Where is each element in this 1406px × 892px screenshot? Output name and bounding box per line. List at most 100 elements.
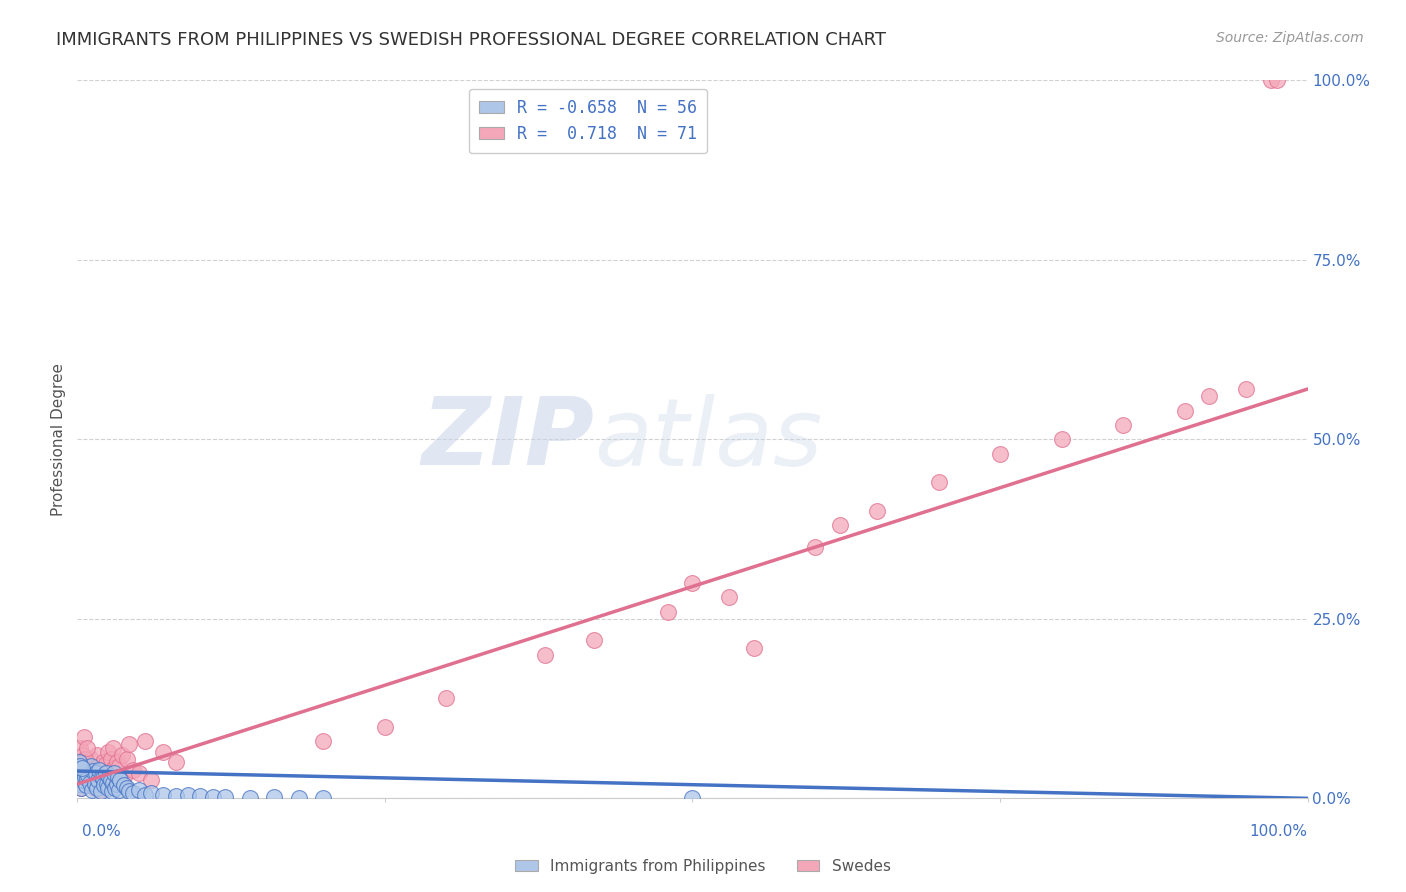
Point — [82, 764, 104, 778]
Point — [72, 748, 94, 763]
Point — [105, 777, 128, 791]
Point — [94, 756, 117, 771]
Point — [83, 780, 105, 795]
Point — [70, 780, 93, 795]
Point — [128, 766, 150, 780]
Point — [67, 773, 90, 788]
Point — [75, 779, 97, 793]
Point — [98, 770, 121, 784]
Text: 0.0%: 0.0% — [82, 824, 121, 838]
Point — [214, 789, 236, 804]
Point — [742, 640, 765, 655]
Point — [103, 766, 125, 780]
Point — [94, 766, 117, 780]
Point — [97, 745, 120, 759]
Point — [87, 771, 110, 785]
Point — [86, 748, 108, 763]
Point — [89, 763, 111, 777]
Point — [1050, 432, 1073, 446]
Point — [239, 790, 262, 805]
Point — [101, 784, 124, 798]
Point — [288, 790, 311, 805]
Point — [112, 770, 135, 784]
Point — [75, 766, 97, 780]
Point — [988, 447, 1011, 461]
Point — [1265, 73, 1288, 87]
Point — [118, 784, 141, 798]
Point — [67, 770, 90, 784]
Point — [112, 779, 135, 793]
Point — [93, 779, 115, 793]
Point — [69, 766, 91, 780]
Point — [108, 759, 131, 773]
Point — [100, 773, 122, 788]
Point — [1260, 73, 1282, 87]
Point — [73, 731, 96, 745]
Point — [70, 759, 93, 773]
Point — [1198, 389, 1220, 403]
Point — [134, 788, 156, 802]
Point — [928, 475, 950, 490]
Point — [84, 764, 107, 778]
Point — [718, 591, 741, 605]
Point — [90, 782, 112, 797]
Point — [121, 763, 143, 777]
Point — [101, 741, 124, 756]
Point — [104, 780, 127, 795]
Point — [82, 763, 104, 777]
Point — [76, 759, 98, 773]
Point — [87, 773, 110, 788]
Legend: Immigrants from Philippines, Swedes: Immigrants from Philippines, Swedes — [509, 853, 897, 880]
Point — [105, 756, 128, 770]
Point — [84, 766, 107, 780]
Text: ZIP: ZIP — [422, 393, 595, 485]
Point — [80, 759, 103, 773]
Point — [83, 777, 105, 791]
Point — [96, 770, 118, 784]
Point — [67, 756, 90, 770]
Point — [107, 770, 129, 784]
Legend: R = -0.658  N = 56, R =  0.718  N = 71: R = -0.658 N = 56, R = 0.718 N = 71 — [468, 88, 707, 153]
Point — [86, 780, 108, 795]
Text: atlas: atlas — [595, 393, 823, 485]
Point — [657, 605, 679, 619]
Point — [79, 775, 101, 789]
Point — [75, 752, 97, 766]
Point — [866, 504, 889, 518]
Point — [682, 790, 704, 805]
Point — [96, 777, 118, 791]
Point — [118, 738, 141, 752]
Point — [1234, 382, 1257, 396]
Point — [76, 763, 98, 777]
Point — [82, 773, 104, 788]
Point — [152, 788, 174, 802]
Point — [201, 789, 224, 804]
Point — [70, 761, 93, 775]
Point — [101, 764, 124, 778]
Point — [177, 788, 200, 802]
Point — [100, 752, 122, 766]
Point — [682, 576, 704, 591]
Point — [103, 761, 125, 775]
Point — [115, 780, 138, 795]
Point — [90, 766, 114, 780]
Point — [77, 768, 100, 782]
Point — [69, 763, 91, 777]
Point — [76, 771, 98, 785]
Y-axis label: Professional Degree: Professional Degree — [51, 363, 66, 516]
Point — [534, 648, 557, 662]
Text: 100.0%: 100.0% — [1250, 824, 1308, 838]
Point — [128, 782, 150, 797]
Point — [436, 690, 458, 705]
Point — [98, 773, 121, 788]
Point — [165, 789, 187, 804]
Point — [69, 741, 91, 756]
Point — [72, 756, 94, 770]
Point — [69, 759, 91, 773]
Point — [90, 770, 114, 784]
Point — [67, 777, 90, 791]
Point — [91, 771, 114, 785]
Point — [374, 719, 396, 733]
Point — [93, 777, 115, 791]
Point — [110, 773, 132, 788]
